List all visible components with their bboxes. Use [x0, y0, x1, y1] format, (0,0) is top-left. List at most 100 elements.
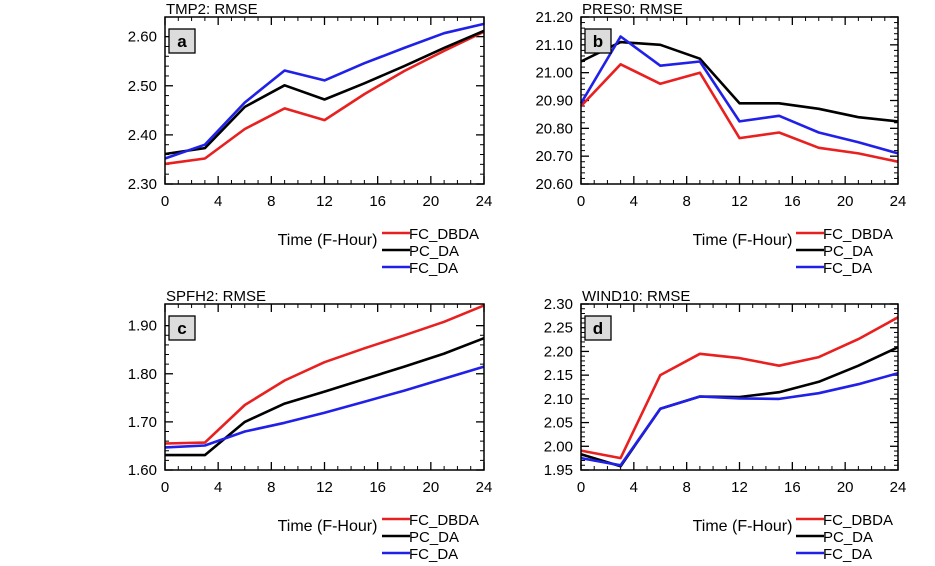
series-line-pc-da	[165, 336, 485, 457]
series-line-fc-dbda	[580, 63, 899, 163]
plot-frame	[580, 16, 899, 185]
series-line-pc-da	[580, 346, 899, 468]
x-tick-label: 8	[682, 479, 690, 496]
panel-badge	[584, 28, 612, 54]
y-tick-label: 21.10	[535, 37, 573, 54]
x-tick-label: 20	[422, 193, 439, 210]
legend-label: FC_DBDA	[409, 226, 479, 243]
y-tick-label: 2.00	[544, 438, 573, 455]
series-line-fc-da	[164, 365, 485, 449]
legend-label: PC_DA	[409, 529, 459, 546]
series-line-pc-da	[164, 29, 485, 156]
series-line-fc-dbda	[164, 30, 485, 166]
x-tick-label: 24	[476, 193, 493, 210]
y-tick-label: 21.20	[535, 9, 573, 26]
panel-badge-label: b	[593, 32, 603, 51]
y-tick-label: 2.20	[544, 343, 573, 360]
y-tick-label: 2.15	[544, 367, 573, 384]
y-tick-label: 2.10	[544, 391, 573, 408]
panel-badge	[584, 315, 612, 341]
y-tick-label: 2.50	[128, 78, 157, 95]
x-tick-label: 0	[577, 193, 585, 210]
y-tick-label: 2.60	[128, 29, 157, 46]
x-tick-label: 24	[476, 479, 493, 496]
panel-b: PRES0: RMSE 20.60 20.70 20.80 20.90 21.00 21.1…	[535, 1, 906, 277]
chart-title: SPFH2: RMSE	[166, 288, 266, 305]
y-tick-label: 2.30	[544, 296, 573, 313]
x-tick-label: 20	[422, 479, 439, 496]
x-tick-label: 4	[630, 479, 638, 496]
y-tick-label: 21.00	[535, 65, 573, 82]
y-tick-label: 1.60	[128, 462, 157, 479]
panel-badge-label: c	[177, 319, 186, 338]
legend-label: PC_DA	[409, 243, 459, 260]
panel-badge	[168, 28, 196, 54]
x-tick-label: 20	[837, 479, 854, 496]
legend-label: FC_DA	[823, 260, 872, 277]
x-tick-label: 0	[161, 193, 169, 210]
legend-label: PC_DA	[823, 243, 873, 260]
y-tick-label: 2.30	[128, 176, 157, 193]
y-tick-label: 1.70	[128, 414, 157, 431]
y-tick-label: 2.40	[128, 127, 157, 144]
legend-label: FC_DBDA	[823, 226, 893, 243]
x-tick-label: 4	[214, 193, 222, 210]
legend-label: FC_DA	[409, 546, 458, 563]
x-tick-label: 16	[369, 193, 386, 210]
series-line-pc-da	[580, 40, 899, 123]
legend-label: FC_DA	[409, 260, 458, 277]
x-tick-label: 8	[267, 479, 275, 496]
x-tick-label: 4	[214, 479, 222, 496]
x-tick-label: 12	[316, 193, 333, 210]
series-line-fc-dbda	[164, 304, 485, 445]
panel-badge-label: a	[177, 32, 187, 51]
x-axis-label: Time (F-Hour)	[693, 518, 793, 535]
x-tick-label: 8	[682, 193, 690, 210]
chart-title: PRES0: RMSE	[582, 1, 683, 18]
y-tick-label: 1.90	[128, 318, 157, 335]
panel-badge-label: d	[593, 319, 603, 338]
panel-badge	[168, 315, 196, 341]
chart-title: TMP2: RMSE	[166, 1, 258, 18]
x-tick-label: 12	[731, 193, 748, 210]
x-axis-label: Time (F-Hour)	[278, 518, 378, 535]
y-tick-label: 20.80	[535, 120, 573, 137]
series-line-fc-da	[580, 371, 899, 467]
plot-frame	[164, 16, 485, 185]
y-tick-label: 2.05	[544, 415, 573, 432]
panel-a: TMP2: RMSE 2.30 2.40 2.50 2.60 0 4 8 12 16 20 24 a Ti…	[128, 1, 493, 277]
x-tick-label: 16	[369, 479, 386, 496]
x-tick-label: 16	[784, 193, 801, 210]
x-axis-label: Time (F-Hour)	[278, 232, 378, 249]
x-tick-label: 12	[316, 479, 333, 496]
y-tick-label: 2.25	[544, 320, 573, 337]
legend-label: FC_DBDA	[823, 512, 893, 529]
legend-label: FC_DA	[823, 546, 872, 563]
legend-label: PC_DA	[823, 529, 873, 546]
y-tick-label: 1.95	[544, 462, 573, 479]
plot-frame	[164, 303, 485, 471]
x-tick-label: 8	[267, 193, 275, 210]
series-line-fc-dbda	[580, 316, 899, 460]
x-tick-label: 24	[890, 193, 907, 210]
x-tick-label: 20	[837, 193, 854, 210]
series-line-fc-da	[164, 22, 485, 160]
x-tick-label: 0	[577, 479, 585, 496]
panel-c: SPFH2: RMSE 1.60 1.70 1.80 1.90 0 4 8 12 16 20 24 c T…	[128, 288, 493, 563]
x-tick-label: 4	[630, 193, 638, 210]
x-tick-label: 0	[161, 479, 169, 496]
y-tick-label: 20.60	[535, 176, 573, 193]
y-tick-label: 1.80	[128, 366, 157, 383]
y-tick-label: 20.90	[535, 93, 573, 110]
legend-label: FC_DBDA	[409, 512, 479, 529]
x-axis-label: Time (F-Hour)	[693, 232, 793, 249]
x-tick-label: 12	[731, 479, 748, 496]
x-tick-label: 16	[784, 479, 801, 496]
x-tick-label: 24	[890, 479, 907, 496]
y-tick-label: 20.70	[535, 148, 573, 165]
series-line-fc-da	[579, 35, 899, 155]
chart-title: WIND10: RMSE	[582, 288, 690, 305]
panel-d: WIND10: RMSE 1.95 2.00 2.05 2.10 2.15 2.20 2.25…	[544, 288, 907, 563]
plot-frame	[580, 303, 899, 471]
